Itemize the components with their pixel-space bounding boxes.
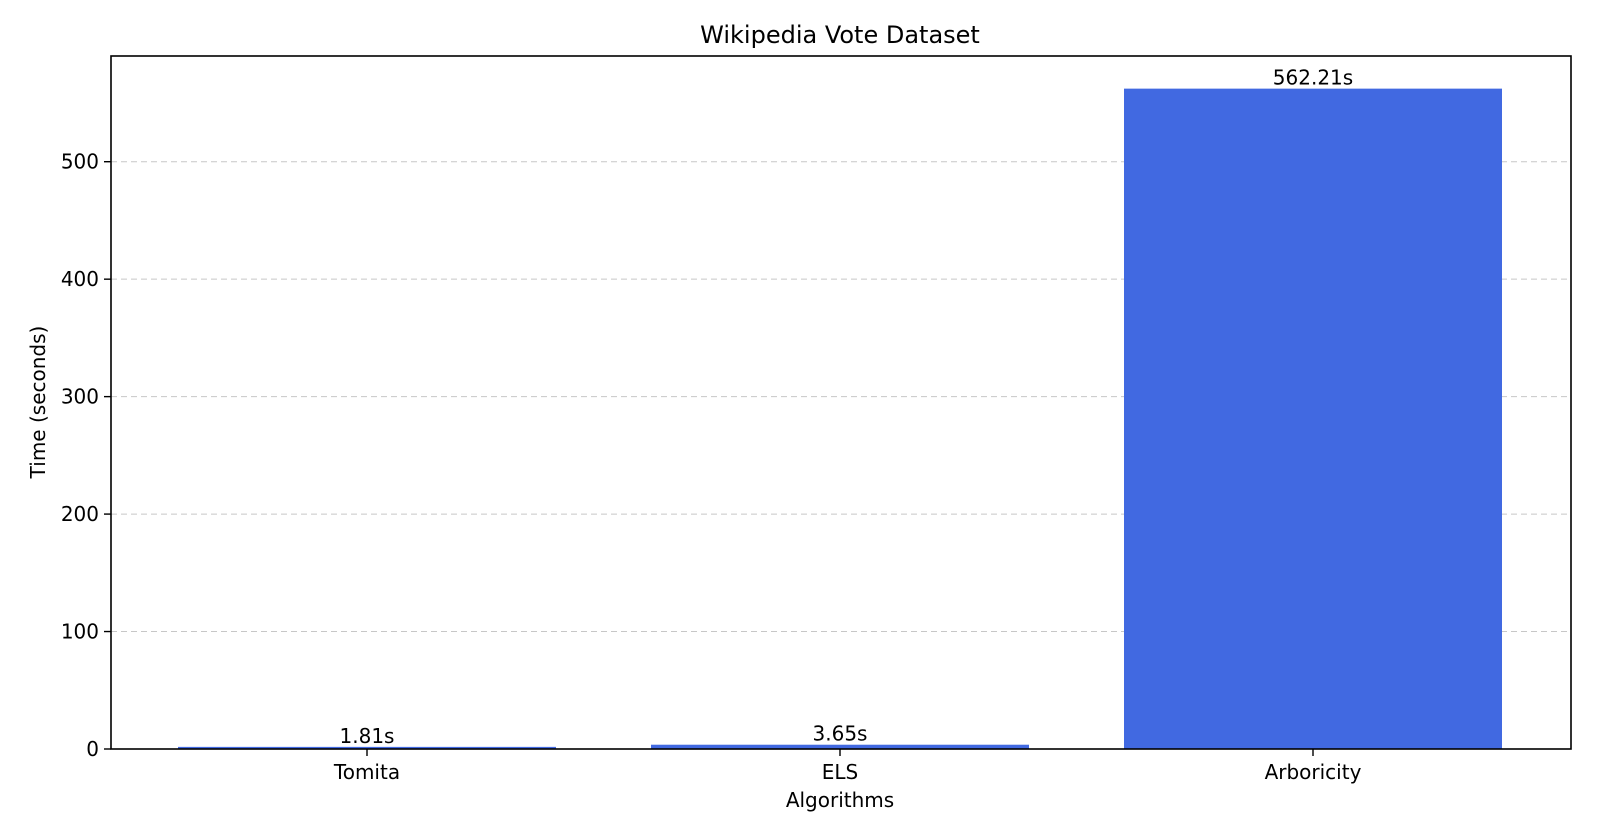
y-tick-label: 500 [61,150,99,174]
bar-value-label: 1.81s [340,724,395,748]
gridlines [111,161,1571,633]
y-tick-label: 200 [61,502,99,526]
x-tick-label: Tomita [333,760,400,784]
bar-value-label: 562.21s [1273,66,1353,90]
x-tick-label: ELS [822,760,858,784]
x-axis-label: Algorithms [786,788,894,812]
bar [178,746,556,749]
x-tick-label: Arboricity [1265,760,1362,784]
y-tick-label: 400 [61,267,99,291]
y-tick-label: 0 [86,737,99,761]
bar-value-label: 3.65s [813,722,868,746]
y-tick-label: 100 [61,620,99,644]
y-tick-label: 300 [61,385,99,409]
y-axis-label: Time (seconds) [26,326,50,480]
bars [178,88,1502,749]
plot-area-frame [110,55,1572,750]
y-axis: 0 100 200 300 400 500 [61,150,111,761]
chart-title: Wikipedia Vote Dataset [700,21,980,49]
bar [651,744,1029,749]
bar [1124,88,1502,749]
x-axis: Tomita ELS Arboricity [333,749,1362,784]
data-labels: 1.81s 3.65s 562.21s [340,66,1354,748]
